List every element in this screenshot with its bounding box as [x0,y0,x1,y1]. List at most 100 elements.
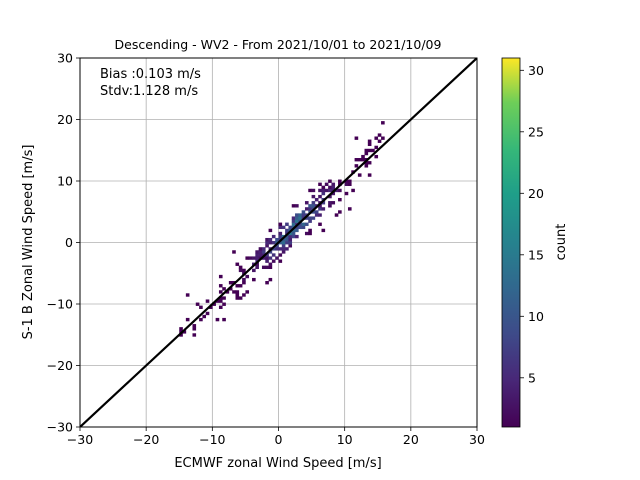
colorbar-tick-label: 5 [528,370,536,385]
heatmap-cell [377,139,382,143]
heatmap-cell [308,188,312,193]
colorbar [501,57,521,428]
heatmap-cell [364,151,369,156]
heatmap-cell [354,164,359,168]
heatmap-cell [278,222,283,226]
heatmap-cell [364,148,369,153]
heatmap-cell [265,259,269,263]
heatmap-cell [301,222,306,226]
heatmap-cell [367,148,372,153]
heatmap-cell [285,237,289,242]
heatmap-cell [314,197,319,202]
heatmap-cell [328,194,332,199]
heatmap-cell [268,228,273,233]
x-tick-label: 0 [275,432,283,447]
heatmap-cell [215,317,220,322]
heatmap-cell [295,204,299,208]
heatmap-cell [331,191,336,196]
heatmap-cell [304,216,309,220]
heatmap-cell [291,219,296,223]
heatmap-cell [321,201,326,205]
y-tick-label: 30 [57,51,73,66]
heatmap-cell [308,216,312,220]
heatmap-cell [218,305,223,309]
heatmap-cell [285,228,289,233]
colorbar-tick-label: 15 [528,247,544,262]
heatmap-cell [225,290,230,294]
x-axis-ticks: −30 −20 −10 0 10 20 30 [67,427,485,447]
heatmap-cell [285,234,289,239]
heatmap-cell [265,265,269,270]
heatmap-cell [318,207,322,211]
heatmap-cell [195,302,200,306]
heatmap-cell [357,158,362,162]
heatmap-cell [288,231,293,236]
heatmap-cell [192,333,197,337]
heatmap-cell [255,250,259,254]
heatmap-cell [311,194,316,199]
heatmap-cell [278,234,283,239]
heatmap-cell [261,265,266,270]
colorbar-label: count [554,224,569,261]
heatmap-cell [304,231,309,236]
heatmap-cell [218,274,223,279]
heatmap-cell [347,179,352,183]
heatmap-cell [255,265,259,270]
heatmap-cell [328,179,332,183]
heatmap-cell [298,225,302,230]
heatmap-cell [331,182,336,186]
heatmap-cell [235,284,240,288]
heatmap-cell [271,253,276,257]
heatmap-cell [185,317,190,322]
heatmap-cell [318,204,322,208]
heatmap-cell [232,250,236,254]
heatmap-cell [354,136,359,140]
heatmap-cell [295,213,299,217]
heatmap-cell [255,253,259,257]
heatmap-cell [271,234,276,239]
x-tick-label: 20 [403,432,419,447]
heatmap-cell [261,256,266,260]
y-axis-label: S-1 B Zonal Wind Speed [m/s] [21,145,36,340]
heatmap-cell [228,287,233,291]
heatmap-cell [218,299,223,303]
heatmap-cell [331,185,336,190]
heatmap-cell [347,182,352,186]
heatmap-cell [218,284,223,288]
heatmap-cell [281,225,286,230]
heatmap-cell [205,311,210,316]
heatmap-cell [238,284,243,288]
heatmap-cell [278,259,283,263]
heatmap-cell [338,188,342,193]
heatmap-cell [295,219,299,223]
heatmap-cell [235,293,240,297]
heatmap-cell [212,302,216,306]
one-to-one-line [80,58,477,427]
heatmap-cell [321,185,326,190]
heatmap-cell [321,191,326,196]
heatmap-cell [261,247,266,251]
heatmap-cell [258,253,263,257]
heatmap-cell [232,290,236,294]
heatmap-cell [242,268,246,273]
heatmap-cell [199,305,203,309]
heatmap-cell [222,302,226,306]
heatmap-cell [275,247,279,251]
y-tick-label: 10 [57,174,73,189]
heatmap-cell [265,244,269,248]
heatmap-cell [314,210,319,214]
heatmap-cell [347,207,352,211]
heatmap-cell [265,241,269,245]
colorbar-ticks: 5 10 15 20 25 30 [520,63,544,385]
x-tick-label: 30 [469,432,485,447]
heatmap-cell [281,237,286,242]
heatmap-cell [334,188,339,193]
heatmap-cell [265,237,269,242]
y-tick-label: −10 [47,297,73,312]
heatmap-cell [374,154,379,159]
heatmap-cell [268,262,273,266]
heatmap-cell [304,222,309,226]
heatmap-cell [367,139,372,143]
heatmap-cell [265,256,269,260]
heatmap-cell [291,234,296,239]
